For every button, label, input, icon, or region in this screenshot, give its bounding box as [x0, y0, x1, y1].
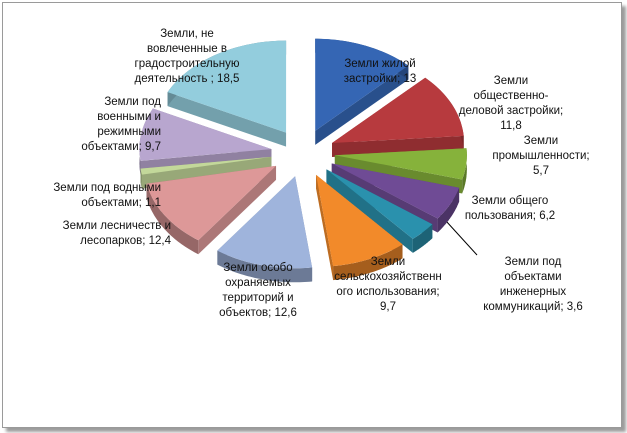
slice-forestry	[146, 165, 277, 255]
slice-label-public-use: Земли общего пользования; 6,2	[464, 195, 556, 222]
slice-top-business	[332, 77, 464, 143]
slice-side-water	[140, 168, 142, 189]
slice-top-protected	[217, 176, 313, 269]
pie-chart	[139, 38, 478, 283]
slice-side-business	[332, 135, 464, 157]
slice-top-uninvolved	[167, 40, 287, 133]
pie-slices	[139, 38, 467, 283]
slice-side-forestry	[198, 165, 277, 255]
slice-side-protected	[217, 250, 313, 283]
slice-label-water: Земли под водными объектами; 1,1	[53, 182, 161, 209]
slice-label-military: Земли под военными и режимными объектами…	[81, 96, 161, 153]
slice-top-military	[139, 108, 272, 161]
slice-agricultural	[316, 174, 403, 281]
slice-side-forestry	[146, 183, 199, 255]
slice-side-water	[140, 156, 272, 183]
slice-residential	[315, 38, 409, 145]
slice-uninvolved	[167, 40, 287, 147]
slice-label-industrial: Земли промышленности; 5,7	[492, 135, 590, 177]
slice-top-water	[140, 156, 272, 175]
slice-side-engineering	[412, 224, 433, 253]
slice-side-agricultural	[333, 244, 403, 281]
slice-side-engineering	[326, 169, 413, 253]
slice-label-forestry: Земли лесничеств и лесопарков; 12,4	[62, 220, 171, 247]
slice-business	[332, 77, 464, 157]
slice-protected	[217, 176, 313, 283]
slice-top-agricultural	[316, 174, 403, 267]
slice-side-agricultural	[316, 174, 334, 281]
slice-label-engineering: Земли под объектами инженерных коммуника…	[483, 256, 583, 313]
slice-side-industrial	[462, 148, 467, 194]
slice-top-residential	[315, 38, 409, 131]
slice-label-agricultural: Земли сельскохозяйственн ого использован…	[334, 256, 442, 313]
slice-label-uninvolved: Земли, не вовлеченные в градостроительну…	[134, 28, 240, 85]
chart-frame: Земли жилой застройки; 13 Земли обществе…	[2, 2, 622, 428]
slice-engineering	[326, 169, 433, 253]
slice-label-residential: Земли жилой застройки; 13	[343, 58, 417, 85]
slice-side-residential	[315, 65, 409, 145]
slice-top-forestry	[146, 165, 277, 241]
slice-label-business: Земли общественно- деловой застройки; 11…	[458, 75, 564, 132]
slice-side-public-use	[437, 187, 460, 233]
slice-top-public-use	[331, 163, 460, 219]
slice-side-uninvolved	[167, 92, 287, 147]
slice-top-engineering	[326, 169, 433, 239]
slice-label-protected: Земли особо охраняемых территорий и объе…	[219, 262, 297, 319]
slice-top-industrial	[334, 148, 467, 180]
